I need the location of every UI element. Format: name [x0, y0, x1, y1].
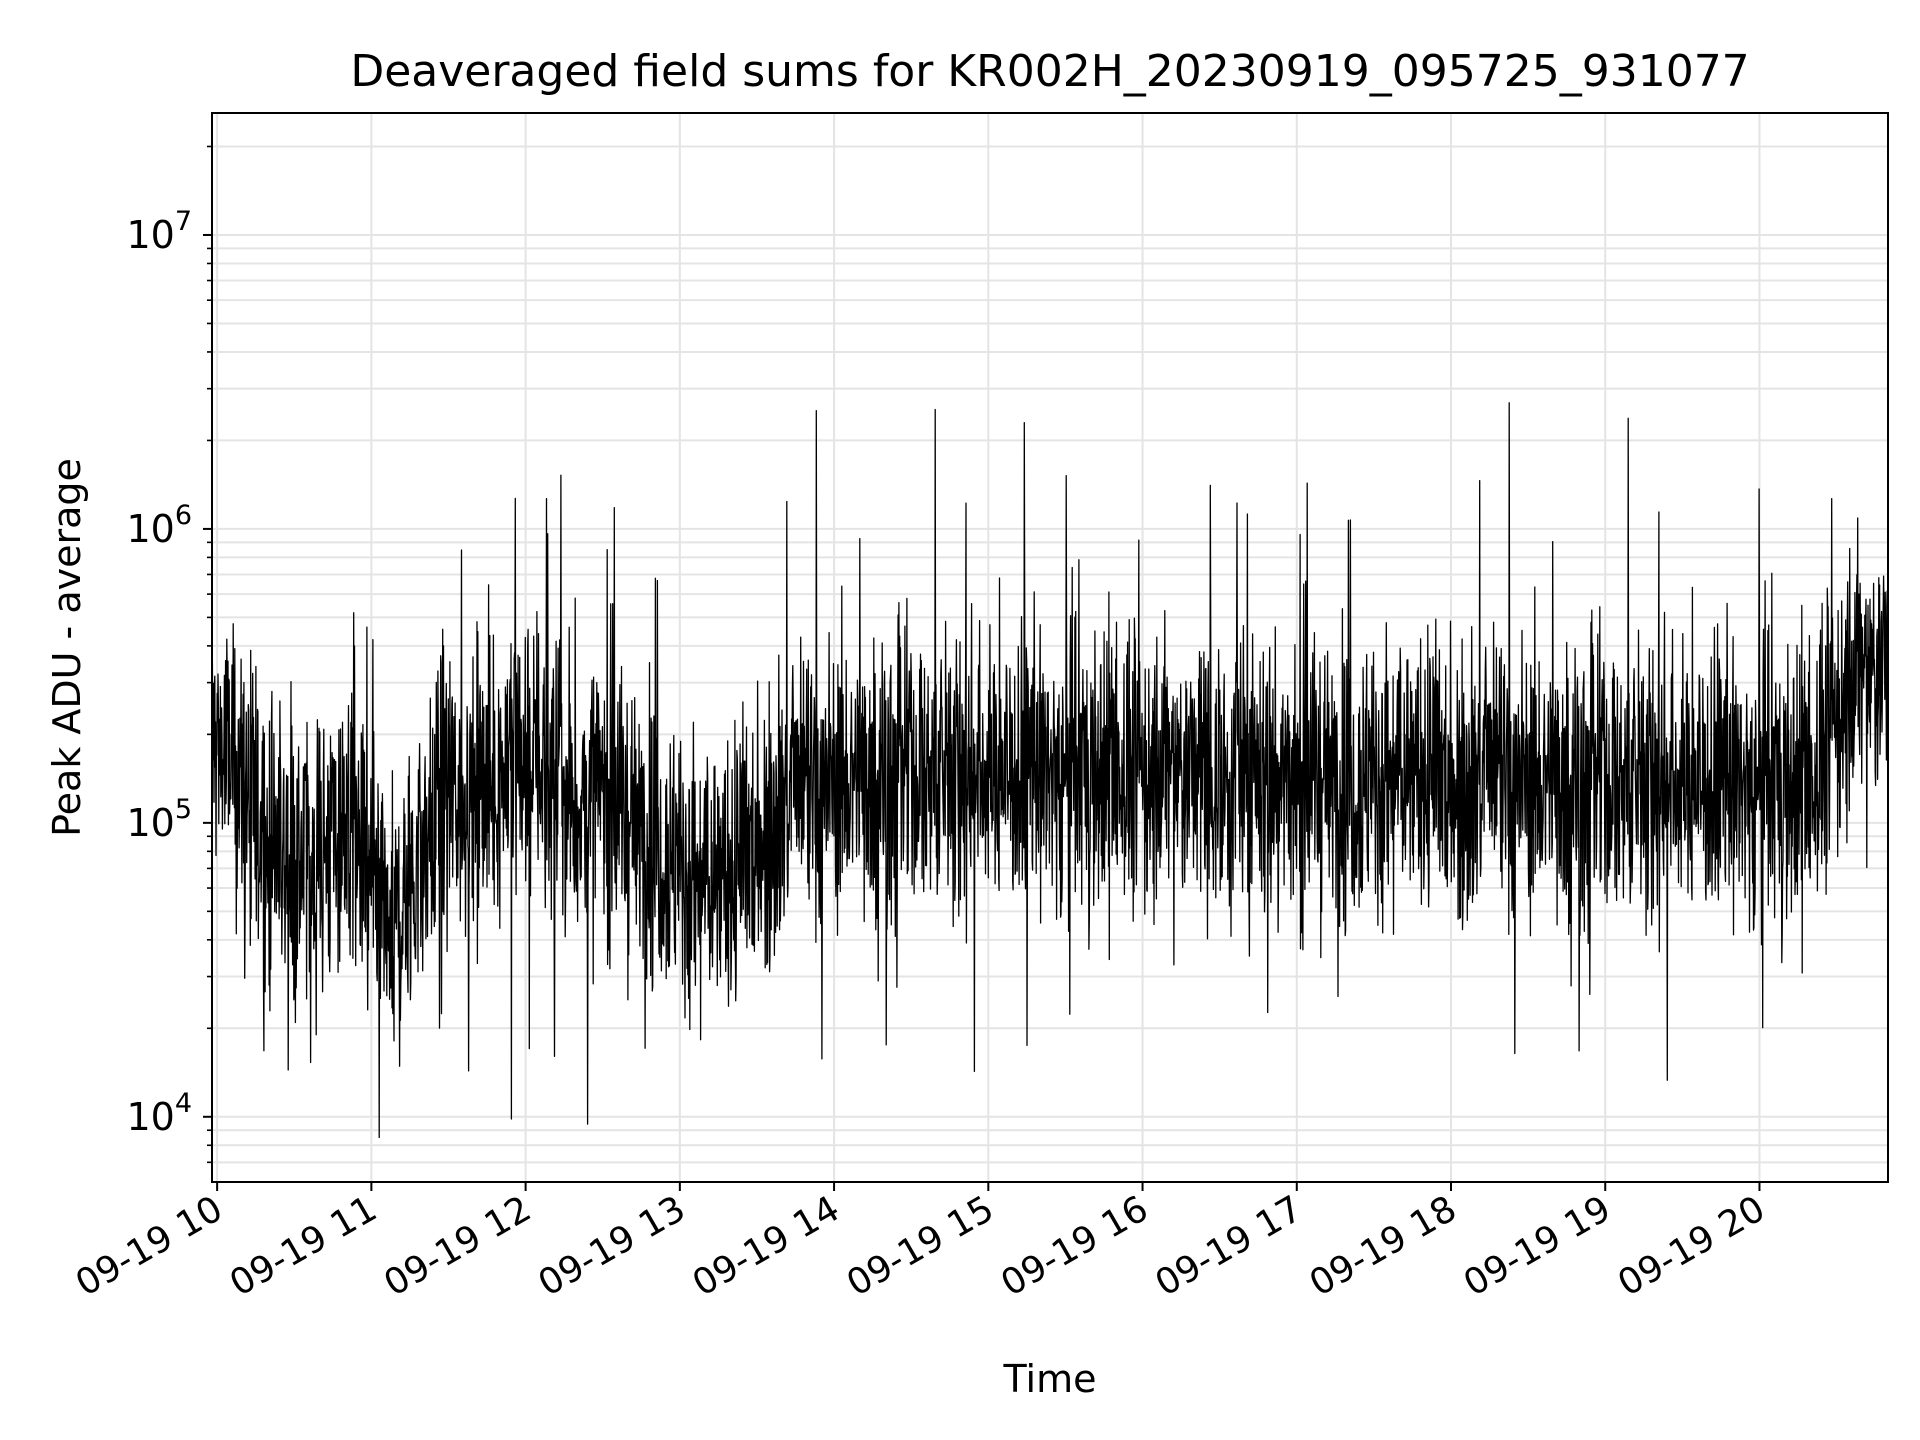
series-path: [211, 402, 1889, 1139]
y-axis: 104 105 106 107: [126, 145, 212, 1164]
y-tick-label: 106: [126, 500, 192, 551]
chart-title: Deaveraged field sums for KR002H_2023091…: [350, 46, 1749, 97]
x-axis-label: Time: [1003, 1357, 1097, 1401]
y-tick-label: 107: [126, 206, 192, 257]
y-tick-label: 105: [126, 794, 192, 845]
y-tick-label: 104: [126, 1088, 192, 1139]
plot-frame: [211, 112, 1889, 1183]
y-axis-label: Peak ADU - average: [45, 458, 89, 837]
series-line: [211, 402, 1889, 1139]
